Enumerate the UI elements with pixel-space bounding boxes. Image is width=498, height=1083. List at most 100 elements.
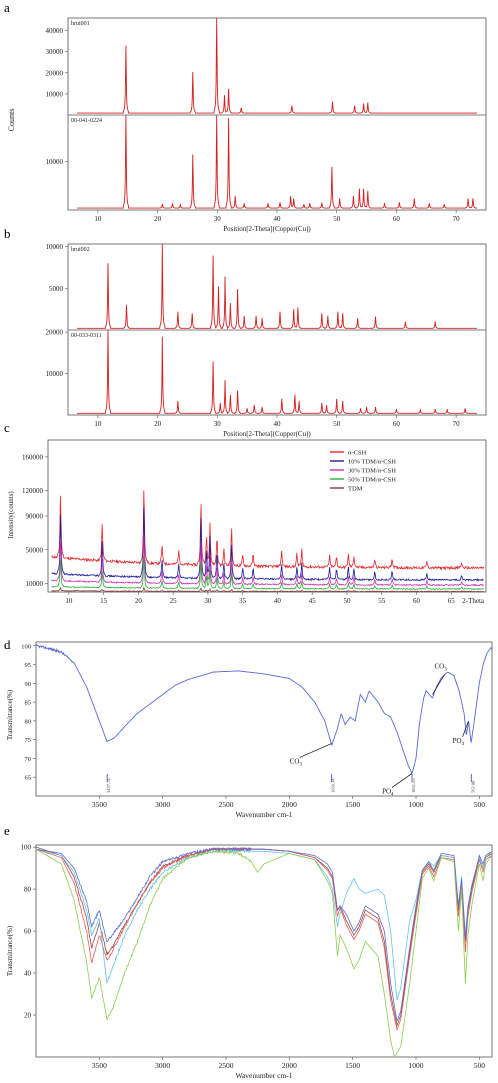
x-tick-label: 30 [214,215,222,223]
x-tick-label: 10 [94,420,102,428]
x-tick-label: 2500 [219,800,234,809]
panel-label: b [4,226,11,241]
x-tick-label: 500 [474,1061,486,1070]
y-tick-label: 65 [25,775,32,782]
spectrum-line [35,847,493,1022]
x-tick-label: 50 [333,420,341,428]
plot-frame [35,641,493,797]
annotation-arrow [299,743,332,758]
legend-label: 10% TDM/α-CSH [348,459,396,466]
legend-label: TDM [348,486,363,493]
plot-frame [35,844,493,1058]
y-tick-label: 80 [25,718,32,725]
y-tick-label: 90 [25,681,32,688]
y-tick-label: 10000 [46,158,64,166]
annotation-arrow [391,773,413,788]
x-tick-label: 40 [274,597,282,605]
x-tick-label: 40 [274,420,282,428]
subplot-label: hrui001 [71,21,90,27]
y-axis-label: Counts [7,109,16,132]
subplot-label: hrui002 [71,247,90,253]
pattern-trace [77,243,477,330]
y-tick-label: 30000 [46,48,64,56]
y-tick-label: 160000 [22,453,44,461]
plot-frame [67,17,487,211]
x-axis-label: Position[2-Theta](Copper(Cu)) [223,225,311,233]
x-tick-label: 2000 [282,800,297,809]
x-tick-label: 2000 [282,1061,297,1070]
subplot-label: 00-041-0224 [71,118,102,124]
x-tick-label: 65 [448,597,456,605]
y-axis-label: Transmittance(%) [6,689,14,740]
spectrum-line [35,848,493,1001]
x-tick-label: 35 [239,597,247,605]
annotation-label: CO3 [434,663,447,673]
y-tick-label: 60 [24,928,32,936]
y-tick-label: 10000 [46,370,64,378]
pattern-trace [77,330,477,415]
y-tick-label: 5000 [49,285,64,293]
x-tick-label: 50 [333,215,341,223]
y-tick-label: 10000 [46,243,64,251]
x-tick-label: 30 [214,420,222,428]
y-tick-label: 20 [24,1012,32,1020]
annotation-arrow [462,720,469,738]
x-axis-label: Position[2-Theta](Copper(Cu)) [223,430,311,438]
legend-label: 50% TDM/α-CSH [348,477,396,484]
y-tick-label: 90000 [26,513,44,521]
y-tick-label: 100 [21,643,31,650]
panel-d: d 65 70 75 80 85 90 95 100 3500 3000 2500 2000 1500 10… [4,637,493,819]
pattern-trace [77,115,477,209]
annotation-label: PO4 [453,737,465,747]
plot-frame [67,243,487,416]
series-line [51,586,484,593]
x-tick-label: 20 [135,597,143,605]
x-tick-label: 60 [393,215,401,223]
y-tick-label: 50000 [26,546,44,554]
y-tick-label: 20000 [46,329,64,337]
spectrum-line [35,644,493,775]
x-axis-label: 2-Theta [462,597,485,605]
panel-label: a [4,0,10,15]
series-line [51,556,484,591]
peak-marker-label: 562.88 [470,780,475,793]
x-tick-label: 70 [453,215,461,223]
x-tick-label: 45 [309,597,317,605]
x-tick-label: 15 [100,597,108,605]
spectrum-line [35,848,493,1059]
y-tick-label: 10000 [46,90,64,98]
series-line [51,490,484,571]
peak-marker-label: 3437.74 [106,778,111,793]
x-tick-label: 10 [65,597,73,605]
annotation-label: PO4 [382,787,394,797]
y-tick-label: 70 [25,756,32,763]
legend-label: α-CSH [348,450,367,457]
x-tick-label: 60 [413,597,421,605]
y-tick-label: 100 [21,844,32,852]
panel-a: a hrui001 10000 20000 30000 40000 00-041-0224 1… [4,0,487,233]
x-tick-label: 70 [453,420,461,428]
x-tick-label: 1000 [409,1061,424,1070]
y-tick-label: 40 [24,970,32,978]
x-tick-label: 25 [170,597,178,605]
series-line [51,535,484,587]
y-axis-label: Transmittance(%) [6,925,14,976]
x-tick-label: 20 [154,420,162,428]
y-tick-label: 120000 [22,487,44,495]
x-tick-label: 50 [343,597,351,605]
x-tick-label: 2500 [219,1061,234,1070]
y-tick-label: 80 [24,886,32,894]
x-tick-label: 20 [154,215,162,223]
x-tick-label: 1000 [409,800,424,809]
x-axis-label: Wavenumber cm-1 [235,810,292,819]
y-tick-label: 10000 [26,580,44,588]
plot-frame [47,439,487,593]
panel-label: c [4,420,10,435]
series-line [51,507,484,582]
x-tick-label: 3500 [92,800,107,809]
legend-label: 30% TDM/α-CSH [348,468,396,475]
x-tick-label: 500 [474,800,486,809]
x-tick-label: 1500 [345,800,360,809]
x-tick-label: 3000 [155,1061,170,1070]
